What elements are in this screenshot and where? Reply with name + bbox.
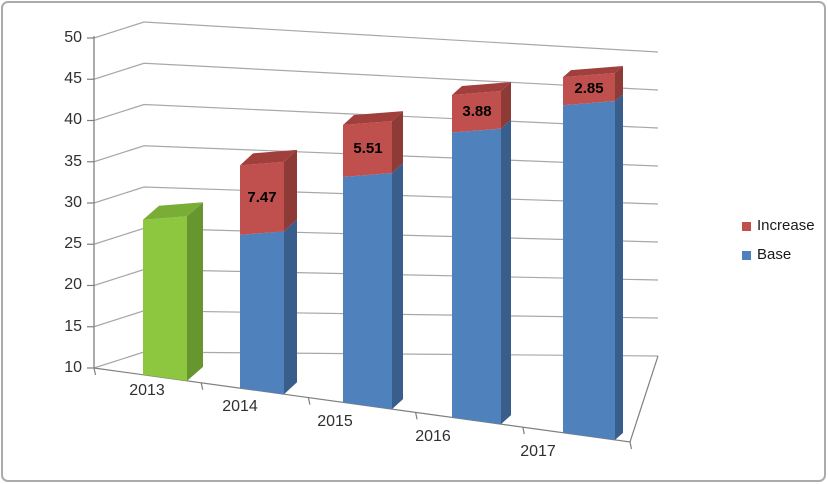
bar-2016-increase-side [501, 82, 511, 129]
bar-2014-base[interactable] [240, 231, 284, 395]
legend-base-label: Base [757, 246, 792, 263]
bar-data-label: 3.88 [462, 103, 492, 120]
x-axis-label: 2016 [415, 428, 451, 445]
bar-2015-base[interactable] [343, 173, 392, 410]
bar-2014-increase-side [284, 149, 297, 232]
bar-2017-increase[interactable] [563, 73, 615, 106]
x-axis-tick [415, 412, 418, 420]
bar-data-label: 2.85 [574, 80, 604, 97]
y-axis-tick-label: 50 [64, 29, 82, 46]
x-axis-tick [307, 397, 311, 405]
x-axis-label: 2017 [520, 443, 556, 460]
y-axis-tick-label: 35 [64, 153, 82, 170]
legend-increase-swatch [742, 221, 751, 231]
bar-2014-increase[interactable] [240, 161, 284, 235]
y-axis-tick-label: 30 [64, 194, 82, 211]
bar-2014-increase-top [240, 149, 297, 166]
x-axis-label: 2014 [222, 398, 258, 415]
y-axis-tick-label: 15 [64, 318, 82, 335]
bar-2015-increase-top [343, 111, 403, 125]
x-axis-tick [200, 382, 204, 390]
x-axis-tick [93, 367, 97, 376]
bar-data-label: 5.51 [353, 140, 383, 157]
bar-2016-base[interactable] [452, 128, 501, 425]
y-axis-tick-label: 25 [64, 235, 82, 252]
bar-2017-base[interactable] [563, 101, 615, 440]
gridline [93, 21, 659, 53]
x-axis-tick [522, 427, 525, 435]
bar-2013-base-side [187, 202, 203, 381]
x-axis-label: 2015 [317, 413, 353, 430]
bar-2015-increase[interactable] [343, 121, 392, 177]
y-axis-tick-label: 45 [64, 70, 82, 87]
legend-increase-label: Increase [757, 217, 815, 234]
x-axis-tick [629, 441, 633, 450]
bar-2017-increase-side [615, 66, 623, 102]
gridline [93, 62, 659, 91]
bar-2016-base-side [501, 119, 511, 425]
y-axis-tick-label: 20 [64, 276, 82, 293]
bar-2013-base[interactable] [143, 216, 187, 381]
bar-2015-increase-side [392, 111, 403, 174]
bar-2013-base-top [143, 202, 203, 220]
bar-2016-increase-top [452, 82, 511, 95]
bar-2017-base-side [615, 94, 623, 440]
bar-data-label: 7.47 [247, 189, 277, 206]
bar-2016-increase[interactable] [452, 91, 501, 133]
bar-2017-increase-top [563, 66, 623, 78]
x-axis-label: 2013 [129, 382, 165, 399]
y-axis-tick-label: 40 [64, 111, 82, 128]
legend-base-swatch [742, 250, 751, 260]
legend-item-increase[interactable]: Increase [742, 218, 815, 234]
legend-item-base[interactable]: Base [742, 247, 791, 263]
y-axis-tick-label: 10 [64, 359, 82, 376]
bar-2014-base-side [284, 219, 297, 395]
bar-2015-base-side [392, 163, 403, 410]
